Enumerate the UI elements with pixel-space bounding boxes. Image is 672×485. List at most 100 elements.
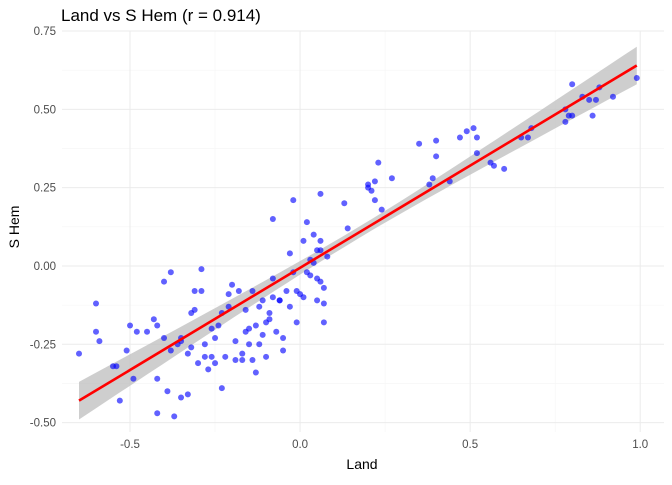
data-point	[320, 319, 327, 326]
data-point	[280, 335, 287, 342]
data-point	[161, 278, 168, 285]
data-point	[501, 165, 508, 172]
data-point	[569, 81, 576, 88]
data-point	[229, 281, 236, 288]
data-point	[133, 328, 140, 335]
data-point	[375, 159, 382, 166]
data-point	[191, 306, 198, 313]
data-point	[463, 128, 470, 135]
data-point	[426, 181, 433, 188]
data-point	[303, 219, 310, 226]
data-point	[293, 319, 300, 326]
data-point	[178, 394, 185, 401]
data-point	[341, 200, 348, 207]
data-point	[371, 197, 378, 204]
data-point	[208, 325, 215, 332]
data-point	[144, 328, 151, 335]
data-point	[239, 350, 246, 357]
data-point	[161, 335, 168, 342]
x-axis-title: Land	[346, 456, 377, 472]
data-point	[378, 206, 385, 213]
data-point	[116, 397, 123, 404]
chart-title: Land vs S Hem (r = 0.914)	[61, 6, 261, 25]
data-point	[473, 134, 480, 141]
y-tick-label: 0.50	[34, 104, 56, 116]
data-point	[473, 150, 480, 157]
data-point	[154, 322, 161, 329]
data-point	[317, 278, 324, 285]
data-point	[195, 360, 202, 367]
data-point	[212, 335, 219, 342]
data-point	[344, 225, 351, 232]
data-point	[235, 288, 242, 295]
data-point	[368, 187, 375, 194]
data-point	[290, 197, 297, 204]
data-point	[300, 237, 307, 244]
data-point	[93, 328, 100, 335]
data-point	[586, 96, 593, 103]
data-point	[171, 413, 178, 420]
data-point	[239, 356, 246, 363]
data-point	[269, 275, 276, 282]
data-point	[314, 297, 321, 304]
data-point	[589, 112, 596, 119]
data-point	[429, 175, 436, 182]
data-point	[201, 353, 208, 360]
data-point	[433, 153, 440, 160]
data-point	[123, 347, 130, 354]
data-point	[317, 237, 324, 244]
data-point	[269, 294, 276, 301]
data-point	[249, 356, 256, 363]
data-point	[320, 284, 327, 291]
data-point	[524, 134, 531, 141]
data-point	[93, 300, 100, 307]
data-point	[167, 269, 174, 276]
data-point	[371, 178, 378, 185]
data-point	[633, 74, 640, 81]
data-point	[242, 306, 249, 313]
x-tick-label: 0.0	[292, 439, 308, 451]
data-point	[246, 341, 253, 348]
data-point	[276, 297, 283, 304]
y-tick-label: 0.75	[34, 26, 56, 38]
y-axis-title: S Hem	[6, 206, 22, 249]
data-point	[470, 125, 477, 132]
data-point	[198, 266, 205, 273]
x-tick-label: 1.0	[632, 439, 648, 451]
data-point	[259, 297, 266, 304]
data-point	[222, 353, 229, 360]
data-point	[266, 309, 273, 316]
y-tick-label: -0.50	[30, 418, 56, 430]
data-point	[113, 363, 120, 370]
data-point	[212, 360, 219, 367]
data-point	[96, 338, 103, 345]
data-point	[592, 96, 599, 103]
data-point	[225, 303, 232, 310]
data-point	[317, 247, 324, 254]
data-point	[569, 112, 576, 119]
data-point	[154, 410, 161, 417]
y-tick-label: 0.25	[34, 183, 56, 195]
data-point	[416, 140, 423, 147]
data-point	[246, 325, 253, 332]
data-point	[232, 356, 239, 363]
data-point	[256, 303, 263, 310]
data-point	[154, 375, 161, 382]
data-point	[256, 341, 263, 348]
y-tick-label: 0.00	[34, 261, 56, 273]
x-tick-label: -0.5	[120, 439, 140, 451]
data-point	[320, 300, 327, 307]
data-point	[280, 347, 287, 354]
data-point	[249, 288, 256, 295]
data-point	[201, 341, 208, 348]
data-point	[164, 388, 171, 395]
data-point	[130, 375, 137, 382]
data-point	[490, 162, 497, 169]
data-point	[307, 272, 314, 279]
data-point	[215, 322, 222, 329]
data-point	[609, 93, 616, 100]
data-point	[191, 288, 198, 295]
data-point	[150, 316, 157, 323]
